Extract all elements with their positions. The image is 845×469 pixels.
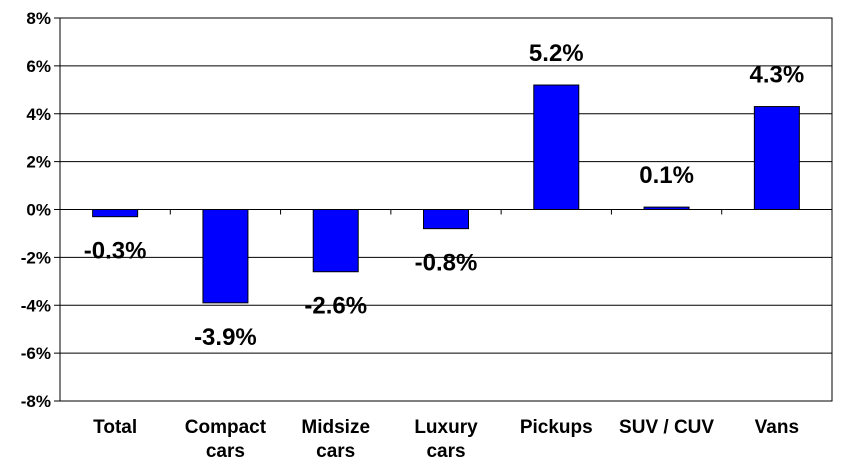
y-tick-label: 0% [26,201,51,220]
y-tick-label: 4% [26,105,51,124]
bar [92,209,139,218]
y-tick-label: 6% [26,57,51,76]
y-axis-ticks: 8% 6% 4% 2% 0% -2% -4% -6% -8% [21,9,60,411]
category-label: Compact [185,417,267,438]
category-label: Total [93,417,137,438]
bar [533,84,580,210]
data-labels: -0.3% -3.9% -2.6% -0.8% 5.2% 0.1% 4.3% [84,40,804,351]
category-label: cars [316,441,355,462]
bar [312,209,359,273]
category-label: cars [206,441,245,462]
data-label: -2.6% [304,293,367,320]
category-label: Luxury [414,417,478,438]
bar [753,106,800,210]
y-tick-label: -6% [21,344,51,363]
bars [92,84,800,304]
category-label: Pickups [520,417,593,438]
category-label: SUV / CUV [619,417,714,438]
data-label: -3.9% [194,324,257,351]
bar [643,206,690,210]
y-tick-label: -2% [21,248,51,267]
y-tick-label: 8% [26,9,51,28]
data-label: 4.3% [750,62,805,89]
data-label: 0.1% [639,162,694,189]
bar [202,209,249,304]
x-axis-categories: Total Compact cars Midsize cars Luxury cars Pic… [93,417,799,462]
category-label: Midsize [301,417,370,438]
y-tick-label: -8% [21,392,51,411]
data-label: 5.2% [529,40,584,67]
plot-area-frame [59,17,833,402]
y-tick-label: 2% [26,153,51,172]
data-label: -0.3% [84,238,147,265]
category-label: cars [426,441,465,462]
category-label: Vans [755,417,799,438]
data-label: -0.8% [415,250,478,277]
y-tick-label: -4% [21,296,51,315]
bar [423,209,469,230]
